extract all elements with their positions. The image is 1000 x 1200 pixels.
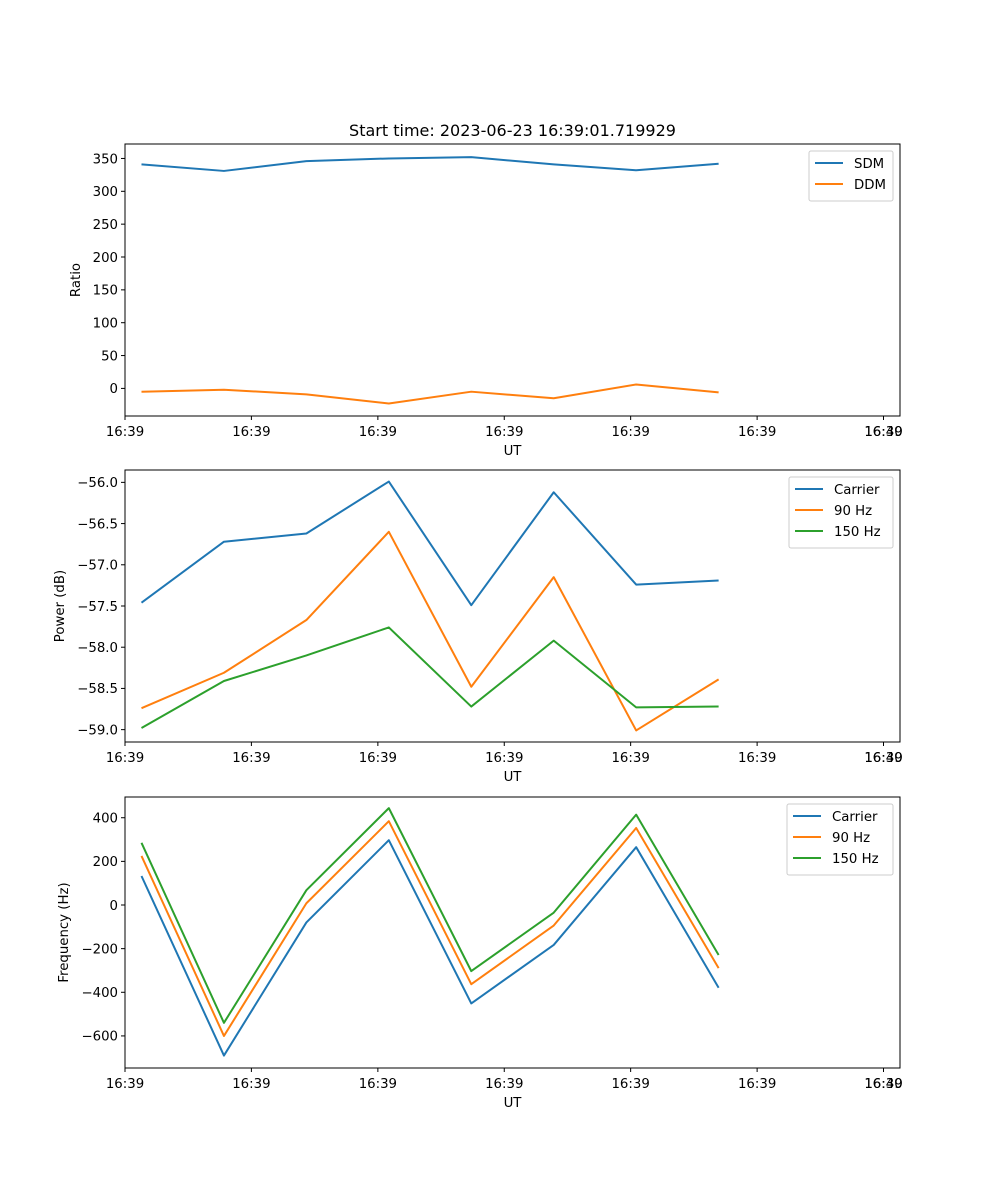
- y-tick-label: 300: [93, 185, 118, 200]
- x-tick-label: 16:39: [106, 751, 144, 766]
- x-tick-label: 16:39: [611, 1077, 649, 1092]
- legend-label: 150 Hz: [834, 525, 881, 540]
- panel-1: 16:39 16:39 16:39 16:39 16:39 16:39 16:3916:40…: [69, 143, 903, 459]
- x-axis-label: UT: [504, 444, 523, 459]
- y-tick-label: 400: [93, 812, 118, 827]
- legend: Carrier 90 Hz 150 Hz: [788, 476, 894, 549]
- x-axis-label: UT: [504, 770, 523, 785]
- x-tick-label: 16:39: [738, 751, 776, 766]
- series-line-90-hz: [140, 820, 720, 1037]
- y-tick-label: −58.0: [77, 641, 118, 656]
- series-line-150-hz: [140, 626, 719, 729]
- legend-label: SDM: [854, 157, 884, 172]
- y-tick-label: −600: [81, 1030, 118, 1045]
- x-tick-label: 16:39: [738, 425, 776, 440]
- y-tick-label: −56.0: [77, 476, 118, 491]
- legend-label: Carrier: [832, 810, 878, 825]
- y-tick-label: −56.5: [77, 517, 118, 532]
- x-tick-label: 16:39: [232, 425, 270, 440]
- x-tick-label: 16:39: [611, 425, 649, 440]
- x-tick-label: 16:39: [232, 751, 270, 766]
- x-tick-label: 16:40: [864, 425, 902, 440]
- series-line-carrier: [140, 480, 719, 607]
- y-axis-label: Power (dB): [53, 570, 68, 642]
- y-tick-label: 100: [93, 317, 118, 332]
- y-tick-label: −57.5: [77, 600, 118, 615]
- axes-frame: [124, 796, 901, 1069]
- x-tick-label: 16:39: [864, 1077, 902, 1092]
- x-tick-label: 16:39: [485, 1077, 523, 1092]
- series-line-150-hz: [140, 807, 720, 1024]
- y-tick-label: 350: [93, 152, 118, 167]
- x-tick-label: 16:39: [106, 425, 144, 440]
- y-tick-label: −57.0: [77, 559, 118, 574]
- axes-frame: [124, 143, 901, 417]
- series-line-ddm: [141, 383, 719, 405]
- y-tick-label: −200: [81, 942, 118, 957]
- legend-label: 150 Hz: [832, 852, 879, 867]
- axes-frame: [124, 469, 901, 743]
- legend: Carrier 90 Hz 150 Hz: [786, 803, 894, 876]
- x-axis-label: UT: [504, 1096, 523, 1111]
- x-tick-label: 16:39: [864, 425, 902, 440]
- legend-label: 90 Hz: [834, 504, 872, 519]
- x-tick-label: 16:39: [485, 751, 523, 766]
- x-tick-label: 16:40: [864, 751, 902, 766]
- y-tick-label: 50: [101, 349, 118, 364]
- y-tick-label: 0: [110, 382, 118, 397]
- x-tick-label: 16:40: [864, 1077, 902, 1092]
- x-tick-label: 16:39: [485, 425, 523, 440]
- y-tick-label: −400: [81, 986, 118, 1001]
- series-line-90-hz: [141, 530, 720, 732]
- x-tick-label: 16:39: [106, 1077, 144, 1092]
- panel-3: 16:39 16:39 16:39 16:39 16:39 16:39 16:3916:40…: [57, 796, 903, 1111]
- x-tick-label: 16:39: [611, 751, 649, 766]
- x-tick-label: 16:39: [359, 425, 397, 440]
- x-tick-label: 16:39: [359, 1077, 397, 1092]
- legend-label: 90 Hz: [832, 831, 870, 846]
- y-tick-label: −58.5: [77, 682, 118, 697]
- y-tick-label: 150: [93, 284, 118, 299]
- series-line-sdm: [141, 156, 719, 172]
- y-tick-label: 0: [110, 899, 118, 914]
- x-tick-label: 16:39: [864, 751, 902, 766]
- legend-label: DDM: [854, 178, 886, 193]
- y-tick-label: 200: [93, 251, 118, 266]
- figure-title: Start time: 2023-06-23 16:39:01.719929: [349, 121, 676, 140]
- y-tick-label: 250: [93, 218, 118, 233]
- legend-label: Carrier: [834, 483, 880, 498]
- x-tick-label: 16:39: [738, 1077, 776, 1092]
- y-axis-label: Frequency (Hz): [57, 882, 72, 982]
- x-tick-label: 16:39: [232, 1077, 270, 1092]
- y-axis-label: Ratio: [69, 263, 84, 297]
- x-tick-label: 16:39: [359, 751, 397, 766]
- panel-2: 16:39 16:39 16:39 16:39 16:39 16:39 16:3916:40…: [53, 469, 903, 785]
- y-tick-label: 200: [93, 855, 118, 870]
- legend: SDM DDM: [808, 150, 894, 202]
- series-line-carrier: [140, 839, 720, 1057]
- y-tick-label: −59.0: [77, 723, 118, 738]
